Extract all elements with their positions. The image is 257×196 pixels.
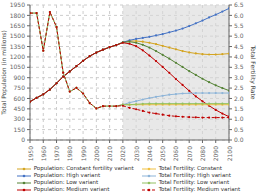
- svg-text:1.5: 1.5: [234, 105, 244, 112]
- svg-text:1970: 1970: [53, 146, 60, 161]
- svg-text:2020: 2020: [119, 146, 126, 161]
- svg-text:1500: 1500: [10, 32, 25, 39]
- html-text:Population: High variant: Population: High variant: [33, 172, 101, 178]
- svg-text:0.5: 0.5: [234, 126, 244, 133]
- svg-text:0.0: 0.0: [234, 136, 244, 143]
- svg-text:2100: 2100: [226, 146, 233, 161]
- html-text:Population: Medium variant: Population: Medium variant: [33, 186, 110, 192]
- svg-text:Total Fertility Rate: Total Fertility Rate: [249, 44, 250, 99]
- svg-text:1350: 1350: [10, 43, 25, 50]
- svg-text:1200: 1200: [10, 53, 25, 60]
- svg-text:2000: 2000: [93, 146, 100, 161]
- svg-text:900: 900: [14, 74, 26, 81]
- svg-text:4.5: 4.5: [234, 43, 244, 50]
- svg-text:1800: 1800: [10, 12, 25, 19]
- svg-text:1960: 1960: [40, 146, 47, 161]
- html-text:Total Fertility: Constant: Total Fertility: Constant: [158, 165, 222, 171]
- svg-text:1980: 1980: [66, 146, 73, 161]
- svg-text:2.5: 2.5: [234, 84, 244, 91]
- svg-text:1.0: 1.0: [234, 115, 244, 122]
- html-text:Population: Constant fertility: Population: Constant fertility variant: [33, 165, 134, 171]
- html-text:Population: Low variant: Population: Low variant: [33, 179, 99, 185]
- svg-text:1990: 1990: [80, 146, 87, 161]
- svg-text:1650: 1650: [10, 22, 25, 29]
- svg-text:600: 600: [14, 95, 26, 102]
- svg-text:2010: 2010: [106, 146, 113, 161]
- html-text:Total Fertility: Medium varian: Total Fertility: Medium variant: [158, 186, 241, 192]
- svg-text:1950: 1950: [27, 146, 34, 161]
- svg-text:1050: 1050: [10, 63, 25, 70]
- svg-text:300: 300: [14, 115, 26, 122]
- svg-text:2050: 2050: [159, 146, 166, 161]
- svg-text:2030: 2030: [133, 146, 140, 161]
- svg-text:5.5: 5.5: [234, 22, 244, 29]
- svg-text:2080: 2080: [199, 146, 206, 161]
- svg-text:750: 750: [14, 84, 26, 91]
- svg-text:3.5: 3.5: [234, 63, 244, 70]
- svg-text:4.0: 4.0: [234, 53, 244, 60]
- svg-text:3.0: 3.0: [234, 74, 244, 81]
- svg-text:450: 450: [14, 105, 26, 112]
- svg-text:2090: 2090: [212, 146, 219, 161]
- html-text:Total Fertility: High variant: Total Fertility: High variant: [158, 172, 231, 178]
- svg-text:Total Population (in millions): Total Population (in millions): [8, 30, 9, 116]
- svg-text:0: 0: [21, 136, 25, 143]
- svg-text:6.5: 6.5: [234, 1, 244, 8]
- svg-text:1950: 1950: [10, 1, 25, 8]
- html-text:Total Fertility: Low variant: Total Fertility: Low variant: [158, 179, 230, 185]
- svg-text:2.0: 2.0: [234, 95, 244, 102]
- svg-text:2070: 2070: [186, 146, 193, 161]
- svg-text:6.0: 6.0: [234, 12, 244, 19]
- svg-text:2040: 2040: [146, 146, 153, 161]
- svg-text:2060: 2060: [172, 146, 179, 161]
- svg-text:150: 150: [14, 126, 26, 133]
- svg-text:5.0: 5.0: [234, 32, 244, 39]
